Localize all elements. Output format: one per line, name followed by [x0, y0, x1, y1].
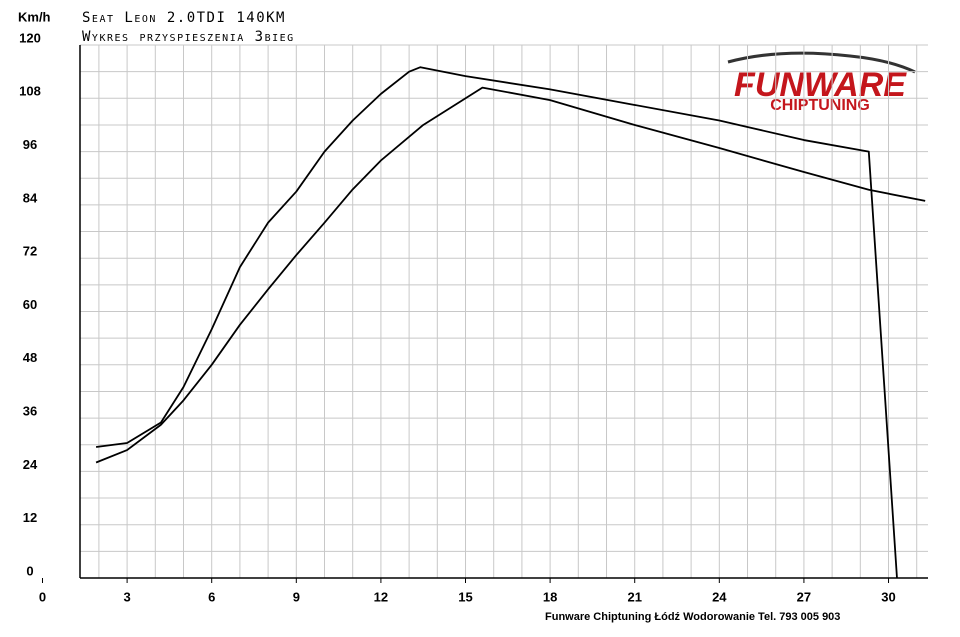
x-tick-label: 3 [123, 589, 130, 604]
line-series [95, 86, 926, 464]
x-tick-label: 30 [881, 589, 895, 604]
line-series [95, 66, 898, 579]
chart-title: Seat Leon 2.0TDI 140KM [82, 10, 286, 26]
x-tick-label: 18 [543, 589, 557, 604]
y-tick-label: 24 [23, 457, 38, 472]
y-tick-label: 0 [26, 563, 33, 578]
logo: FUNWARE CHIPTUNING [727, 51, 916, 114]
chart-subtitle: Wykres przyspieszenia 3bieg [82, 29, 295, 45]
x-tick-label: 12 [374, 589, 388, 604]
x-tick-label: 21 [627, 589, 641, 604]
y-tick-label: 108 [19, 84, 41, 99]
y-tick-label: 72 [23, 244, 37, 259]
footer: Funware Chiptuning Łódź Wodorowanie Tel.… [545, 611, 840, 623]
y-tick-label: 48 [23, 350, 37, 365]
y-tick-label: 60 [23, 297, 37, 312]
x-tick-label: 24 [712, 589, 727, 604]
logo-bottom: CHIPTUNING [770, 97, 870, 114]
y-tick-label: 12 [23, 510, 37, 525]
y-tick-label: 120 [19, 30, 41, 45]
y-tick-label: 36 [23, 404, 37, 419]
x-tick-label: 27 [797, 589, 811, 604]
x-tick-label: 0 [39, 589, 46, 604]
x-tick-label: 6 [208, 589, 215, 604]
logo-top: FUNWARE [734, 66, 907, 104]
y-axis-label: Km/h [18, 9, 51, 24]
x-tick-label: 9 [293, 589, 300, 604]
y-tick-label: 96 [23, 137, 37, 152]
y-tick-label: 84 [23, 190, 38, 205]
x-tick-label: 15 [458, 589, 472, 604]
